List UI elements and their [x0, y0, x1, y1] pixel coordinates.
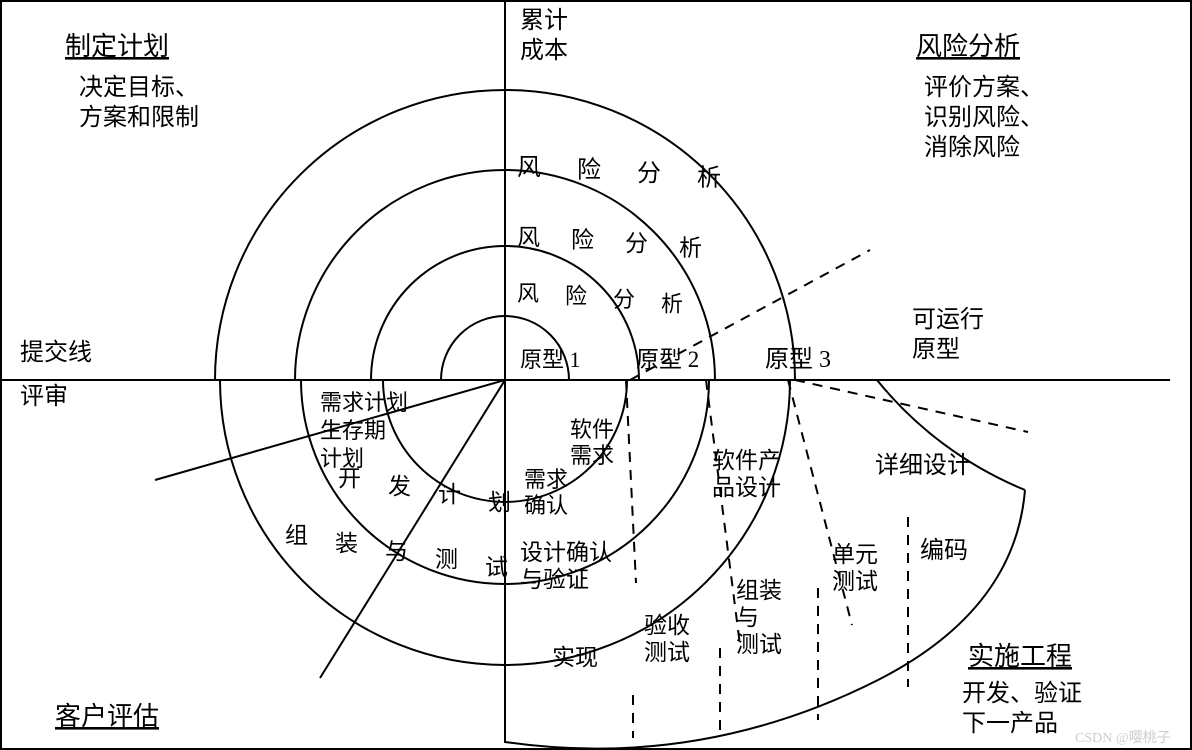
axis-label-top: 累计	[520, 7, 568, 34]
plan-label-1: 开	[338, 466, 361, 491]
plan-label-0: 需求计划	[320, 390, 408, 415]
stage-label-6: 测试	[832, 569, 878, 594]
stage-label-1: 需求	[524, 467, 568, 492]
risk-label-0: 险	[577, 156, 601, 183]
stage-label-7: 与	[736, 605, 759, 630]
prototype-label-0: 原型 1	[520, 347, 581, 372]
header-risk: 风险分析	[916, 32, 1020, 61]
stage-label-0: 需求	[570, 443, 614, 468]
stage-label-2: 软件产	[712, 448, 781, 473]
stage-label-3: 设计确认	[520, 540, 612, 565]
watermark: CSDN @嘤桃子	[1075, 730, 1171, 746]
header-engineering-sub: 开发、验证	[962, 680, 1082, 707]
plan-label-2: 试	[485, 555, 508, 580]
axis-label-left: 提交线	[20, 339, 92, 366]
plan-label-0: 生存期	[320, 418, 386, 443]
risk-label-0: 风	[517, 155, 541, 181]
risk-label-2: 险	[565, 283, 587, 308]
plan-label-2: 组	[285, 523, 308, 548]
stage-label-8: 测试	[644, 640, 690, 665]
risk-label-2: 分	[613, 287, 635, 312]
stage-label-4: 详细设计	[875, 452, 971, 479]
stage-label-5: 编码	[920, 537, 968, 564]
stage-label-0: 软件	[570, 417, 614, 442]
risk-label-2: 析	[661, 291, 683, 316]
risk-label-1: 析	[679, 235, 702, 260]
risk-label-1: 险	[571, 227, 594, 252]
plan-label-1: 划	[488, 490, 511, 515]
header-plan-sub: 决定目标、	[79, 74, 199, 101]
header-risk-sub: 消除风险	[924, 134, 1020, 161]
stage-label-1: 确认	[524, 493, 568, 518]
stage-label-2: 品设计	[712, 475, 781, 500]
stage-label-7: 组装	[736, 578, 782, 603]
header-engineering-sub: 下一产品	[962, 710, 1058, 737]
risk-label-0: 分	[637, 160, 661, 187]
plan-label-2: 测	[435, 547, 458, 572]
stage-label-3: 与验证	[520, 567, 589, 592]
header-plan: 制定计划	[65, 32, 169, 61]
stage-label-8: 验收	[644, 613, 690, 638]
prototype-label-1: 原型 2	[636, 347, 699, 372]
plan-label-2: 与	[385, 539, 408, 564]
spiral-model-diagram: 制定计划决定目标、方案和限制风险分析评价方案、识别风险、消除风险客户评估实施工程…	[0, 0, 1192, 750]
header-customer: 客户评估	[55, 702, 159, 731]
axis-label-top: 成本	[520, 37, 568, 64]
prototype-label-3: 原型	[912, 336, 960, 363]
stage-label-9: 实现	[552, 645, 598, 670]
risk-label-2: 风	[517, 281, 539, 306]
stage-label-6: 单元	[832, 542, 878, 567]
plan-label-2: 装	[335, 531, 358, 556]
risk-label-1: 风	[517, 225, 540, 250]
header-engineering: 实施工程	[968, 642, 1072, 671]
header-risk-sub: 识别风险、	[924, 104, 1044, 131]
prototype-label-3: 可运行	[912, 306, 984, 333]
plan-label-1: 计	[438, 482, 461, 507]
header-risk-sub: 评价方案、	[924, 74, 1044, 101]
plan-label-1: 发	[388, 474, 411, 499]
risk-label-1: 分	[625, 231, 648, 256]
stage-label-7: 测试	[736, 632, 782, 657]
risk-label-0: 析	[697, 164, 721, 191]
prototype-label-2: 原型 3	[765, 346, 831, 373]
axis-label-left: 评审	[20, 383, 68, 410]
header-plan-sub: 方案和限制	[79, 104, 199, 131]
